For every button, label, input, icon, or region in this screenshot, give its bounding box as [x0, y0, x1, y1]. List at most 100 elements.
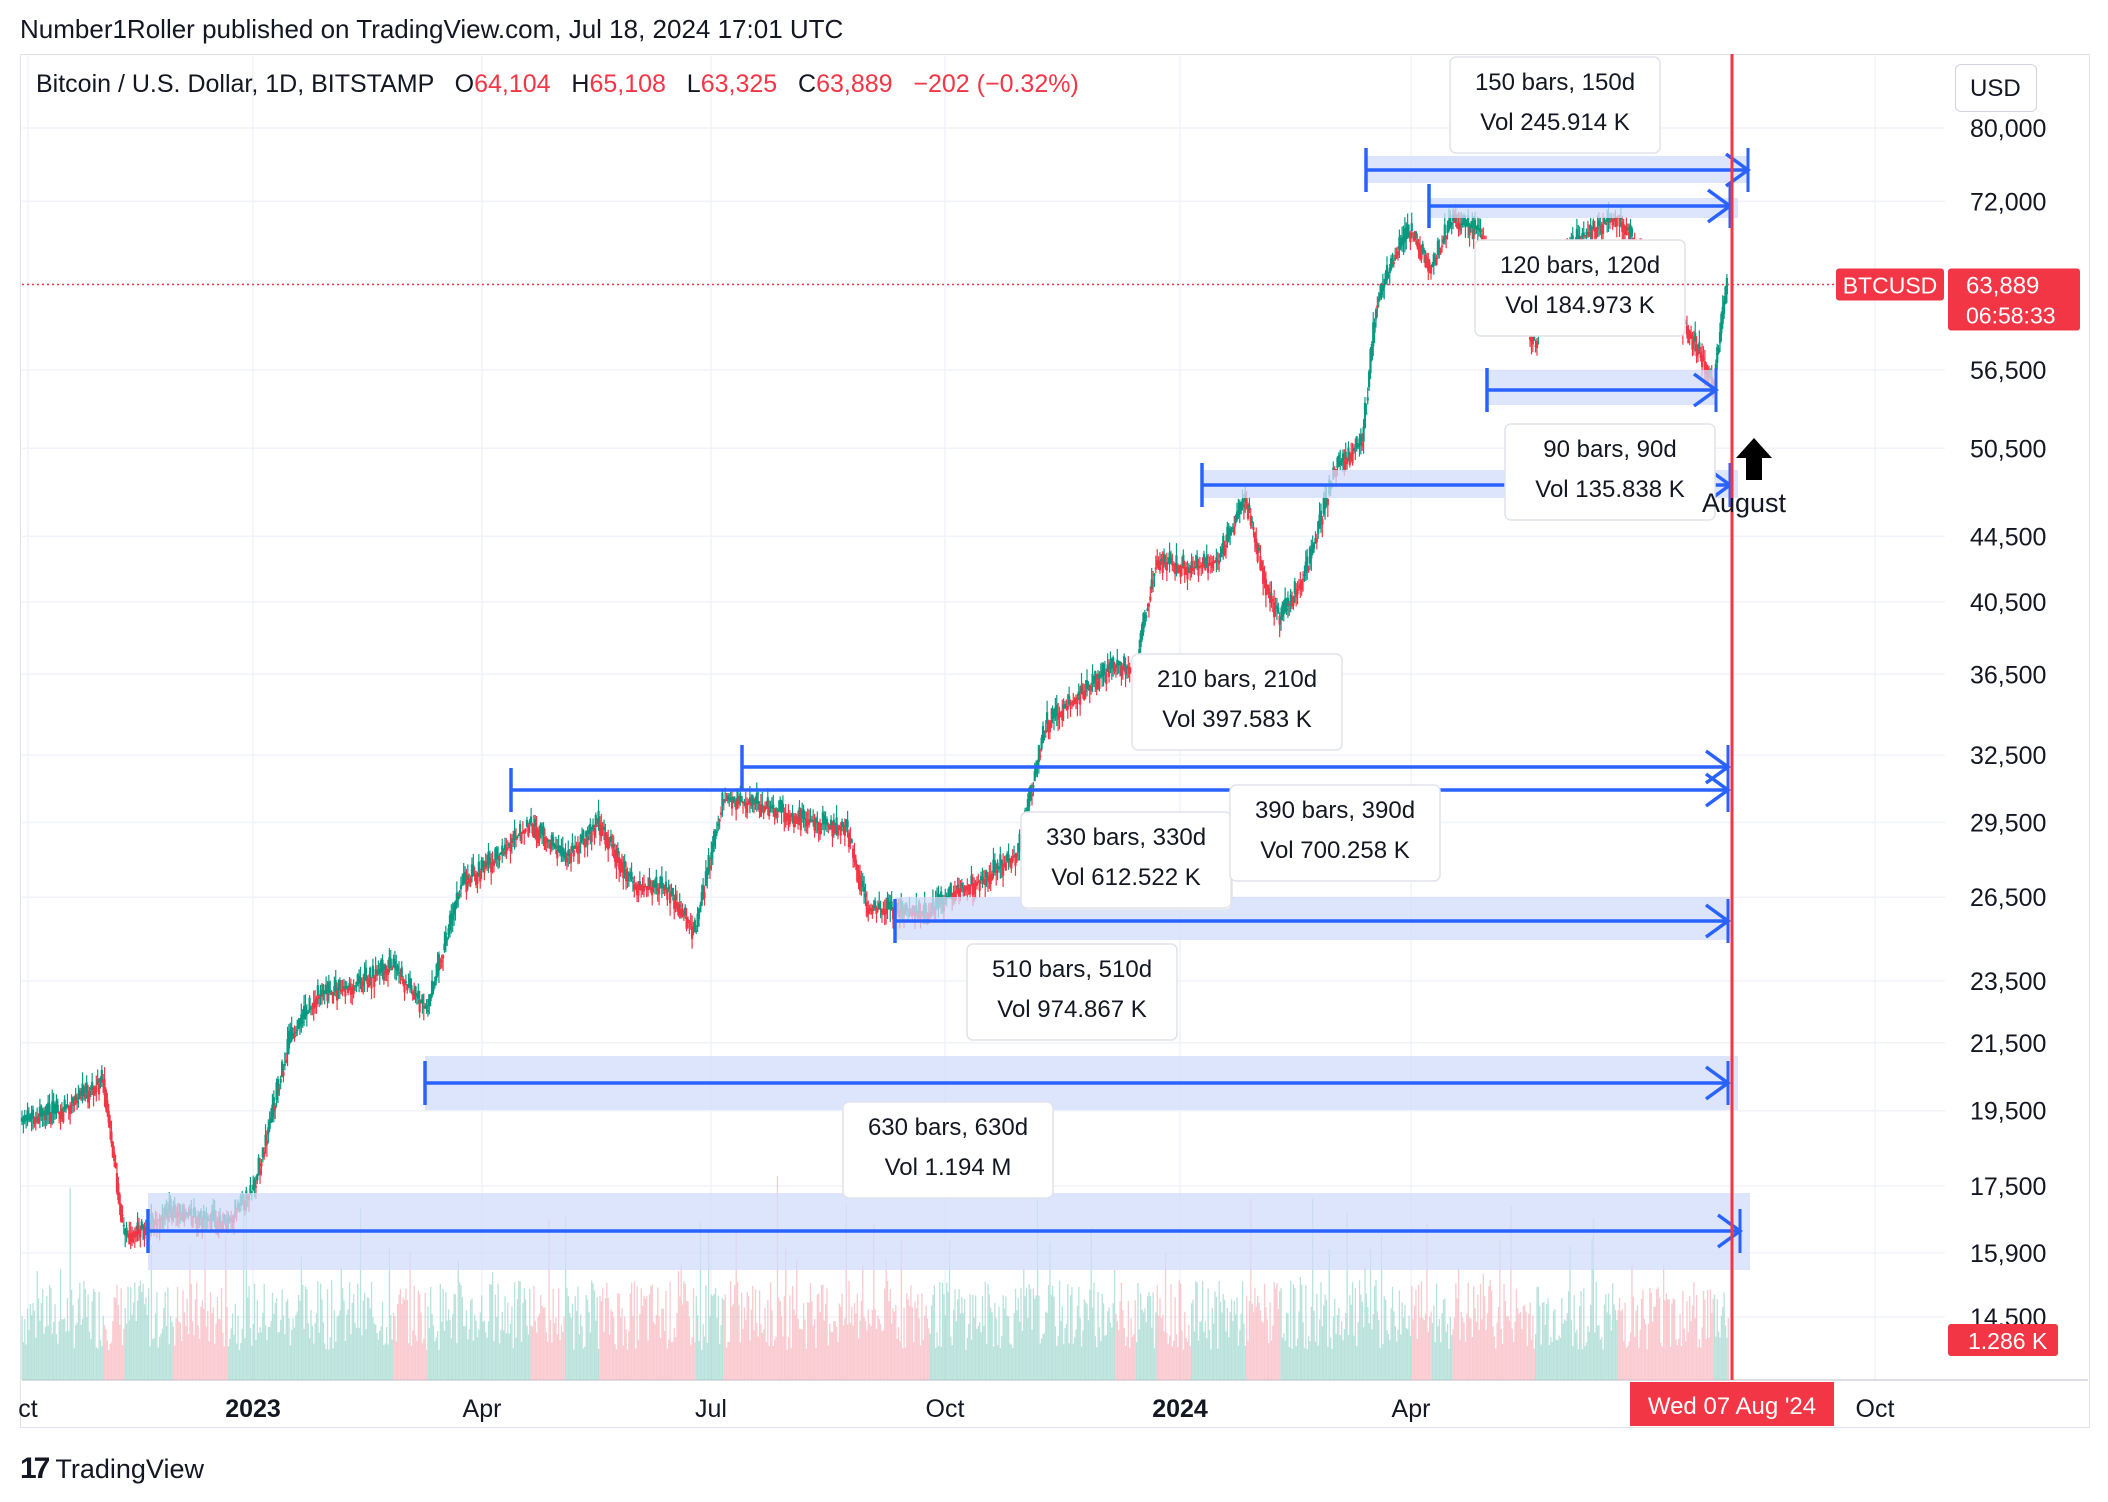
volume-bar — [1657, 1287, 1659, 1380]
change-value: −202 (−0.32%) — [913, 70, 1079, 98]
candle-body — [1326, 498, 1329, 506]
footer-brand[interactable]: 17 TradingView — [20, 1452, 204, 1486]
volume-bar — [271, 1292, 274, 1380]
volume-bar — [480, 1295, 483, 1380]
candle-body — [608, 839, 611, 842]
volume-bar — [1595, 1281, 1597, 1380]
volume-bar — [255, 1339, 257, 1380]
volume-bar — [1583, 1288, 1585, 1380]
volume-bar — [730, 1281, 732, 1380]
candle-body — [463, 871, 467, 883]
candle-body — [796, 817, 800, 825]
volume-bar — [955, 1321, 958, 1380]
candle-body — [1615, 216, 1618, 227]
candle-body — [990, 873, 994, 881]
candle-body — [1072, 700, 1075, 706]
volume-bar — [343, 1300, 345, 1380]
volume-bar — [567, 1296, 569, 1380]
candle-body — [798, 807, 801, 818]
candle-body — [619, 859, 622, 873]
volume-bar — [1400, 1334, 1402, 1380]
volume-bar — [472, 1340, 475, 1380]
candle-body — [1412, 233, 1415, 235]
candle-body — [791, 813, 794, 816]
volume-bar — [1605, 1294, 1607, 1380]
candle-body — [707, 854, 710, 873]
candle-body — [1105, 672, 1108, 684]
volume-bar — [683, 1281, 685, 1380]
candle-body — [1127, 667, 1130, 670]
volume-bar — [368, 1297, 370, 1380]
volume-bar — [1536, 1287, 1538, 1380]
candle-body — [1063, 704, 1067, 709]
volume-bar — [778, 1297, 780, 1380]
candle-body — [264, 1134, 267, 1146]
candle-body — [728, 797, 731, 801]
volume-bar — [1020, 1287, 1022, 1380]
candle-body — [402, 978, 405, 985]
volume-bar — [366, 1297, 369, 1380]
volume-bar — [1646, 1349, 1648, 1380]
volume-bar — [1229, 1312, 1231, 1380]
volume-bar — [1133, 1334, 1135, 1380]
candle-body — [1281, 604, 1284, 617]
volume-bar — [1382, 1344, 1384, 1380]
candle-body — [1584, 235, 1587, 237]
candle-body — [770, 805, 774, 809]
candle-body — [27, 1115, 30, 1120]
volume-bar — [702, 1324, 704, 1380]
volume-bar — [119, 1324, 121, 1380]
candle-body — [871, 908, 874, 914]
candle-body — [644, 885, 647, 888]
volume-bar — [658, 1316, 660, 1380]
volume-bar — [388, 1246, 391, 1380]
candle-body — [1014, 854, 1017, 866]
candle-body — [1376, 305, 1379, 309]
volume-bar — [1433, 1305, 1435, 1380]
volume-bar — [1078, 1286, 1080, 1380]
volume-bar — [121, 1345, 124, 1380]
volume-bar — [453, 1293, 455, 1380]
volume-bar — [669, 1281, 671, 1380]
candle-body — [285, 1059, 288, 1063]
volume-bar — [575, 1310, 578, 1380]
currency-button[interactable]: USD — [1955, 64, 2037, 112]
y-tick-label: 26,500 — [1970, 884, 2046, 912]
volume-bar — [564, 1216, 567, 1380]
candle-body — [1406, 224, 1409, 238]
volume-bar — [917, 1294, 919, 1380]
volume-bar — [181, 1341, 183, 1380]
candle-body — [29, 1119, 32, 1121]
volume-bar — [1174, 1297, 1176, 1380]
volume-bar — [1704, 1299, 1706, 1380]
candle-body — [840, 821, 844, 827]
last-price-badge — [1948, 268, 2080, 331]
volume-bar — [991, 1312, 993, 1380]
volume-bar — [29, 1303, 31, 1380]
candle-body — [36, 1116, 39, 1119]
volume-bar — [1012, 1347, 1014, 1380]
candle-body — [766, 797, 769, 808]
measure-label-box — [966, 943, 1178, 1041]
volume-bar — [75, 1324, 77, 1380]
candle-body — [20, 1117, 24, 1122]
candle-body — [772, 804, 775, 810]
candle-body — [1325, 497, 1328, 504]
volume-bar — [275, 1298, 278, 1380]
volume-bar — [1624, 1302, 1626, 1380]
volume-bar — [159, 1337, 161, 1380]
candle-body — [641, 885, 644, 890]
candle-body — [1442, 239, 1445, 243]
volume-bar — [372, 1317, 374, 1380]
volume-bar — [1618, 1298, 1621, 1380]
volume-bar — [1591, 1238, 1593, 1380]
volume-bar — [1445, 1331, 1447, 1380]
open-value: 64,104 — [474, 70, 551, 98]
candle-body — [1600, 224, 1603, 233]
volume-bar — [1232, 1320, 1234, 1380]
volume-bar — [1693, 1282, 1695, 1380]
candle-body — [594, 814, 597, 827]
candle-body — [1219, 554, 1222, 558]
volume-bar — [68, 1331, 70, 1380]
